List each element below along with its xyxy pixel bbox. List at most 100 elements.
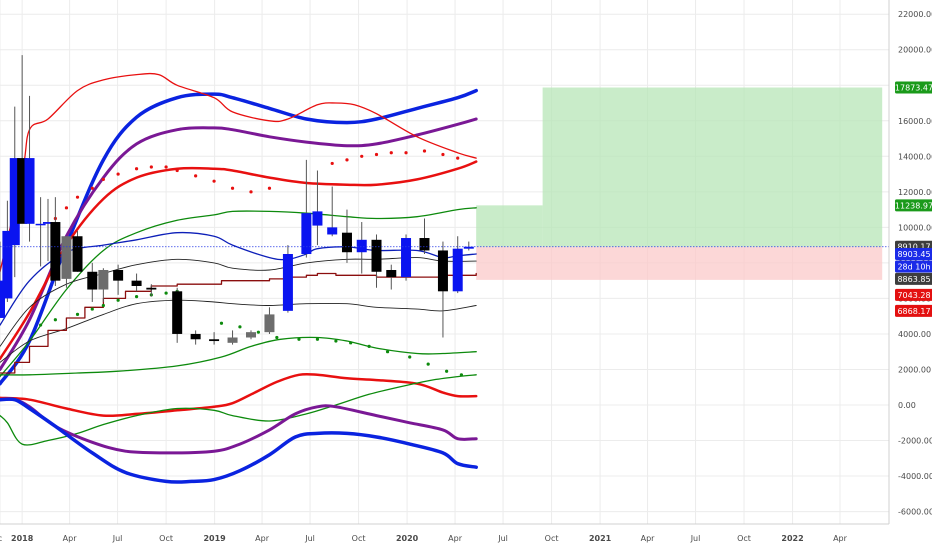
dot-0-9 bbox=[175, 168, 179, 173]
dot-0-6 bbox=[134, 167, 139, 171]
dot-0-22 bbox=[441, 152, 445, 157]
x-tick-label: Oct bbox=[737, 534, 751, 543]
dot-1-13 bbox=[275, 335, 279, 340]
y-tick-label: -2000.00 bbox=[898, 437, 932, 446]
candle-body bbox=[437, 250, 448, 292]
candle-body bbox=[209, 339, 220, 342]
dot-0-19 bbox=[389, 151, 393, 155]
candle-body bbox=[24, 158, 35, 224]
dot-1-12 bbox=[256, 330, 260, 334]
dot-0-20 bbox=[404, 151, 408, 155]
y-tick-label: 2000.00 bbox=[898, 365, 931, 374]
candle-26 bbox=[356, 222, 367, 274]
candle-6 bbox=[42, 198, 53, 262]
price-badge-bg bbox=[895, 288, 932, 301]
x-axis[interactable]: c 2018 Apr Jul Oct 2019 Apr Jul Oct 2020 Apr Jul Oct… bbox=[0, 523, 889, 543]
x-tick-label: 2019 bbox=[203, 534, 226, 543]
dot-1-15 bbox=[315, 337, 320, 341]
x-tick-label: Oct bbox=[545, 534, 559, 543]
price-badge-label: 17873.47 bbox=[895, 84, 932, 93]
target-box-2 bbox=[476, 246, 883, 280]
dot-1-14 bbox=[297, 337, 301, 341]
dot-0-23 bbox=[456, 156, 460, 160]
candle-9 bbox=[72, 230, 83, 272]
dot-1-21 bbox=[426, 362, 430, 366]
price-badge-7: 6868.17 bbox=[895, 304, 932, 317]
dot-1-2 bbox=[75, 312, 80, 316]
candle-body bbox=[42, 222, 53, 224]
price-badge-bg bbox=[895, 81, 932, 94]
y-tick-label: 16000.00 bbox=[898, 117, 932, 126]
y-tick-label: 0.00 bbox=[898, 401, 916, 410]
candle-body bbox=[98, 269, 109, 290]
candle-body bbox=[113, 269, 124, 281]
candle-body bbox=[72, 236, 83, 272]
candle-15 bbox=[172, 287, 183, 343]
candle-18 bbox=[227, 330, 238, 345]
price-badge-bg bbox=[895, 199, 932, 212]
price-badge-label: 8910.17 bbox=[897, 243, 930, 252]
candle-body bbox=[190, 333, 201, 340]
candle-23 bbox=[312, 170, 323, 246]
indicator-line-7 bbox=[0, 299, 477, 363]
candle-body bbox=[172, 291, 183, 334]
dot-0-14 bbox=[267, 186, 272, 190]
candle-5 bbox=[35, 197, 46, 267]
y-tick-label: -6000.00 bbox=[898, 508, 932, 517]
price-badge-4: 28d 10h bbox=[895, 260, 932, 273]
candle-0 bbox=[0, 241, 5, 318]
dot-1-4 bbox=[101, 303, 105, 308]
candle-10 bbox=[87, 262, 98, 302]
x-tick-label: Apr bbox=[448, 534, 463, 543]
y-tick-label: 22000.00 bbox=[898, 10, 932, 19]
indicator-line-9 bbox=[0, 372, 478, 418]
dot-1-16 bbox=[334, 339, 338, 343]
x-tick-label: Jul bbox=[690, 534, 701, 543]
dot-0-12 bbox=[230, 186, 235, 190]
candle-body bbox=[386, 269, 397, 278]
candle-body bbox=[61, 236, 72, 279]
candle-29 bbox=[401, 234, 412, 281]
dot-1-18 bbox=[367, 344, 371, 348]
dot-1-19 bbox=[385, 350, 390, 354]
dot-1-23 bbox=[459, 373, 464, 377]
candle-1 bbox=[2, 200, 13, 302]
dot-0-3 bbox=[90, 186, 94, 190]
candle-7 bbox=[50, 197, 61, 286]
dot-0-5 bbox=[116, 172, 120, 176]
dot-0-15 bbox=[330, 161, 334, 166]
indicator-line-13 bbox=[0, 272, 477, 374]
dot-0-18 bbox=[374, 152, 379, 157]
dot-1-8 bbox=[164, 291, 168, 295]
x-tick-label: 2020 bbox=[396, 534, 419, 543]
x-tick-label: c bbox=[0, 534, 2, 543]
x-tick-label: Apr bbox=[255, 534, 270, 543]
candle-27 bbox=[371, 234, 382, 288]
dot-1-5 bbox=[116, 298, 120, 302]
candle-32 bbox=[452, 236, 463, 294]
x-tick-label: 2021 bbox=[589, 534, 612, 543]
candle-13 bbox=[131, 273, 142, 292]
price-badge-0: 17873.47 bbox=[895, 81, 932, 94]
candle-body bbox=[264, 314, 275, 333]
price-badge-label: 6868.17 bbox=[897, 307, 930, 316]
dot-1-3 bbox=[90, 307, 94, 311]
x-tick-label: Apr bbox=[63, 534, 78, 543]
price-badge-3: 8903.45 bbox=[895, 248, 932, 261]
indicator-line-1 bbox=[0, 117, 478, 371]
indicator-line-4 bbox=[0, 207, 477, 378]
indicator-line-3 bbox=[0, 72, 477, 273]
price-badge-bg bbox=[895, 304, 932, 317]
y-tick-label: 4000.00 bbox=[898, 330, 931, 339]
x-tick-label: Apr bbox=[641, 534, 656, 543]
y-tick-label: -4000.00 bbox=[898, 472, 932, 481]
candle-body bbox=[131, 280, 142, 286]
candle-28 bbox=[386, 264, 397, 290]
dot-1-0 bbox=[39, 323, 43, 327]
indicator-line-10 bbox=[0, 374, 477, 446]
candle-body bbox=[2, 230, 13, 299]
indicator-line-5 bbox=[0, 231, 477, 326]
candle-11 bbox=[98, 268, 109, 302]
price-badge-label: 7043.28 bbox=[897, 291, 930, 300]
